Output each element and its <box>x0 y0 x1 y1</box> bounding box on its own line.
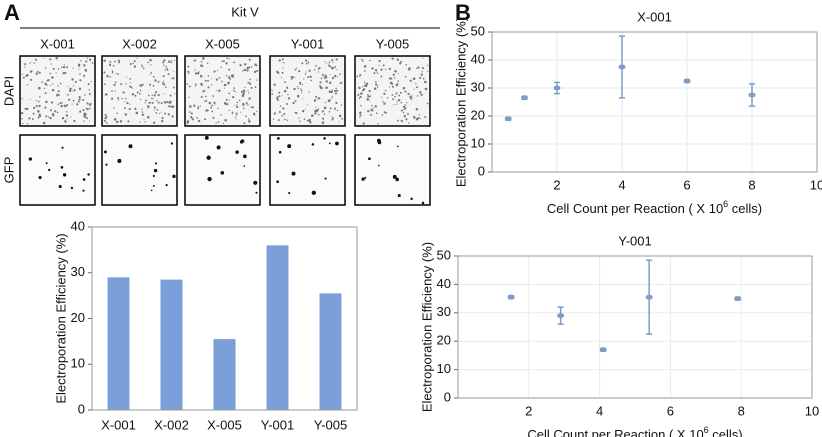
x-axis-label-text: cells) <box>728 201 762 216</box>
data-point <box>683 78 691 84</box>
x-axis-label: Cell Count per Reaction ( X 106 cells) <box>527 425 742 437</box>
data-point <box>599 347 607 353</box>
y-tick-label: 40 <box>437 276 451 291</box>
bar <box>107 277 130 410</box>
micrograph <box>184 55 261 127</box>
sample-label: Y-001 <box>291 36 325 51</box>
y-tick-label: 0 <box>78 401 85 416</box>
y-tick-label: 20 <box>471 107 485 122</box>
sample-label: X-001 <box>40 36 75 51</box>
x-tick-label: 10 <box>805 403 819 418</box>
y-axis-label: Electroporation Efficiency (%) <box>419 242 434 412</box>
x-axis-label-text: Cell Count per Reaction ( X 10 <box>547 201 723 216</box>
bar <box>213 339 236 410</box>
micrograph <box>19 55 96 127</box>
y-tick-label: 0 <box>478 163 485 178</box>
x-tick-label: 8 <box>748 177 755 192</box>
data-point <box>553 85 561 91</box>
cells <box>20 56 94 125</box>
data-point <box>748 92 756 98</box>
x-axis-label-text: cells) <box>709 427 743 437</box>
y-tick-label: 30 <box>71 264 85 279</box>
y-tick-label: 30 <box>437 304 451 319</box>
micrograph <box>101 134 178 206</box>
data-point <box>521 95 528 101</box>
x-tick-label: X-002 <box>154 417 189 432</box>
y-tick-label: 40 <box>471 51 485 66</box>
x-tick-label: 2 <box>553 177 560 192</box>
cells <box>186 57 259 125</box>
data-point <box>557 313 565 319</box>
x-axis-label-sup: 6 <box>723 199 728 209</box>
sample-label: Y-005 <box>376 36 410 51</box>
micrograph <box>354 134 431 206</box>
plot-frame <box>91 226 358 411</box>
y-axis-label: Electroporation Efficiency (%) <box>53 233 68 403</box>
bar <box>319 293 342 410</box>
y-tick-label: 10 <box>437 361 451 376</box>
stain-label: GFP <box>1 157 16 184</box>
x-axis-label: Cell Count per Reaction ( X 106 cells) <box>547 199 762 216</box>
x-tick-label: 6 <box>667 403 674 418</box>
y-tick-label: 50 <box>471 23 485 38</box>
panel-label: B <box>455 0 471 25</box>
y-tick-label: 20 <box>437 333 451 348</box>
bar <box>266 245 289 410</box>
x-tick-label: Y-001 <box>261 417 295 432</box>
y-tick-label: 20 <box>71 310 85 325</box>
x-axis-label-sup: 6 <box>704 425 709 435</box>
micrograph <box>19 134 96 206</box>
plot-frame <box>457 255 813 399</box>
x-tick-label: X-001 <box>101 417 136 432</box>
y-tick-label: 10 <box>71 356 85 371</box>
sample-label: X-005 <box>205 36 240 51</box>
data-point <box>507 294 515 300</box>
x-tick-label: 4 <box>618 177 625 192</box>
cells <box>271 58 344 125</box>
chart-title: Y-001 <box>618 233 652 248</box>
micrograph <box>184 134 261 206</box>
plot-frame <box>491 31 818 173</box>
x-tick-label: 10 <box>810 177 822 192</box>
micrograph <box>269 134 346 206</box>
y-tick-label: 40 <box>71 218 85 233</box>
sample-label: X-002 <box>122 36 157 51</box>
x-tick-label: 8 <box>738 403 745 418</box>
y-tick-label: 30 <box>471 79 485 94</box>
panel-label: A <box>4 0 20 25</box>
stain-label: DAPI <box>1 76 16 106</box>
kit-label: Kit V <box>231 4 259 19</box>
x-tick-label: 4 <box>596 403 603 418</box>
data-point <box>734 296 742 302</box>
data-point <box>504 116 512 122</box>
cells <box>103 57 176 124</box>
x-tick-label: X-005 <box>207 417 242 432</box>
x-tick-label: 6 <box>683 177 690 192</box>
x-axis-label-text: Cell Count per Reaction ( X 10 <box>527 427 703 437</box>
micrograph <box>269 55 346 127</box>
data-point <box>645 294 653 300</box>
x-tick-label: 2 <box>525 403 532 418</box>
y-tick-label: 0 <box>444 389 451 404</box>
y-axis-label: Electroporation Efficiency (%) <box>453 17 468 187</box>
x-tick-label: Y-005 <box>314 417 348 432</box>
chart-title: X-001 <box>637 9 672 24</box>
y-tick-label: 50 <box>437 247 451 262</box>
y-tick-label: 10 <box>471 135 485 150</box>
data-point <box>618 64 626 70</box>
bar <box>160 279 183 410</box>
